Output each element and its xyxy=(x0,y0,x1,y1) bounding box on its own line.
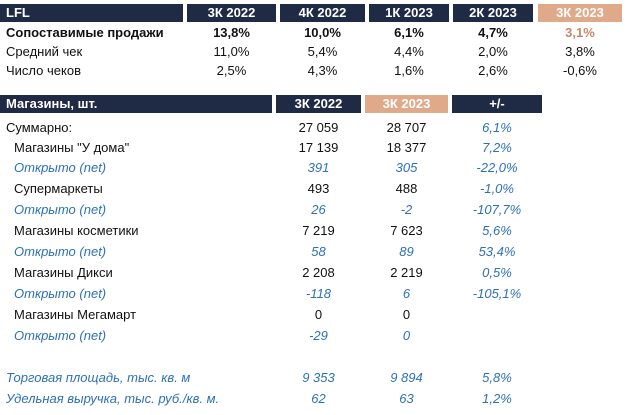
cell-change: -22,0% xyxy=(476,160,518,175)
cell-value: 9 894 xyxy=(390,370,423,385)
cell-value: 488 xyxy=(395,181,418,196)
row-label: Суммарно: xyxy=(6,120,73,135)
cell-change: 7,2% xyxy=(482,140,512,155)
row-label: Супермаркеты xyxy=(14,181,103,196)
cell-value: 6,1% xyxy=(394,25,424,40)
cell-value-highlight: 3,1% xyxy=(565,25,595,40)
row-label: Сопоставимые продажи xyxy=(6,25,164,40)
row-label: Магазины "У дома" xyxy=(14,140,130,155)
lfl-header-1q2023: 1К 2023 xyxy=(369,4,449,22)
row-label: Средний чек xyxy=(6,44,83,59)
cell-value: 17 139 xyxy=(298,140,339,155)
cell-change xyxy=(452,306,542,324)
cell-value: 391 xyxy=(307,160,330,175)
cell-value: 11,0% xyxy=(213,44,250,59)
lfl-header-row: LFL 3К 2022 4К 2022 1К 2023 2К 2023 3К 2… xyxy=(0,4,631,22)
stores-row-supermarkets-opened: Открыто (net) 26 -2 -107,7% xyxy=(0,201,631,219)
cell-value: 28 707 xyxy=(386,120,427,135)
cell-change: 5,6% xyxy=(482,223,512,238)
cell-value: 9 353 xyxy=(302,370,335,385)
stores-row-megamart: Магазины Мегамарт 0 0 xyxy=(0,306,631,324)
cell-value: 6 xyxy=(402,286,411,301)
row-label: Открыто (net) xyxy=(14,160,107,175)
cell-value: 4,3% xyxy=(307,63,338,78)
stores-row-dixy: Магазины Дикси 2 208 2 219 0,5% xyxy=(0,264,631,282)
stores-row-convenience-opened: Открыто (net) 391 305 -22,0% xyxy=(0,159,631,177)
cell-change: -105,1% xyxy=(472,286,522,301)
cell-value: 27 059 xyxy=(298,120,339,135)
row-label: Магазины Мегамарт xyxy=(14,307,137,322)
cell-value: -118 xyxy=(305,286,332,301)
row-label: Открыто (net) xyxy=(14,244,107,259)
stores-row-cosmetics-opened: Открыто (net) 58 89 53,4% xyxy=(0,243,631,261)
cell-value: 2,6% xyxy=(478,63,508,78)
stores-row-convenience: Магазины "У дома" 17 139 18 377 7,2% xyxy=(0,139,631,157)
cell-value: 5,4% xyxy=(307,44,338,59)
stores-header-row: Магазины, шт. 3К 2022 3К 2023 +/- xyxy=(0,95,631,113)
stores-row-cosmetics: Магазины косметики 7 219 7 623 5,6% xyxy=(0,222,631,240)
stores-header-label: Магазины, шт. xyxy=(0,95,272,113)
cell-change: 1,2% xyxy=(482,391,512,406)
cell-value: 0 xyxy=(314,307,323,322)
stores-header-3q2023: 3К 2023 xyxy=(365,95,448,113)
cell-value: -29 xyxy=(309,328,328,343)
stores-row-sales-density: Удельная выручка, тыс. руб./кв. м. 62 63… xyxy=(0,390,631,408)
lfl-header-3q2022: 3К 2022 xyxy=(187,4,276,22)
cell-change: 53,4% xyxy=(478,244,516,259)
stores-row-supermarkets: Супермаркеты 493 488 -1,0% xyxy=(0,180,631,198)
row-label: Удельная выручка, тыс. руб./кв. м. xyxy=(6,391,220,406)
cell-value: 10,0% xyxy=(304,25,341,40)
stores-row-trading-area: Торговая площадь, тыс. кв. м 9 353 9 894… xyxy=(0,369,631,387)
lfl-header-3q2023: 3К 2023 xyxy=(538,4,622,22)
cell-value: 0 xyxy=(402,328,411,343)
cell-value: 4,7% xyxy=(478,25,508,40)
cell-value: 63 xyxy=(399,391,414,406)
row-label: Открыто (net) xyxy=(14,328,107,343)
cell-change: 0,5% xyxy=(482,265,512,280)
row-label: Число чеков xyxy=(6,63,81,78)
row-label: Торговая площадь, тыс. кв. м xyxy=(6,370,191,385)
cell-value: 493 xyxy=(307,181,330,196)
cell-value: 4,4% xyxy=(394,44,424,59)
cell-value: -0,6% xyxy=(563,63,597,78)
row-label: Магазины Дикси xyxy=(14,265,113,280)
cell-value: 26 xyxy=(311,202,326,217)
stores-row-dixy-opened: Открыто (net) -118 6 -105,1% xyxy=(0,285,631,303)
lfl-header-label: LFL xyxy=(0,4,183,22)
lfl-row-check-count: Число чеков 2,5% 4,3% 1,6% 2,6% -0,6% xyxy=(0,62,631,80)
cell-value: -2 xyxy=(400,202,413,217)
lfl-header-4q2022: 4К 2022 xyxy=(280,4,365,22)
cell-value: 18 377 xyxy=(386,140,427,155)
cell-value: 58 xyxy=(311,244,326,259)
row-label: Открыто (net) xyxy=(14,202,107,217)
cell-value: 2,0% xyxy=(478,44,508,59)
cell-value: 2 219 xyxy=(390,265,423,280)
row-label: Открыто (net) xyxy=(14,286,107,301)
cell-value: 305 xyxy=(395,160,418,175)
row-label: Магазины косметики xyxy=(14,223,139,238)
lfl-row-comparable-sales: Сопоставимые продажи 13,8% 10,0% 6,1% 4,… xyxy=(0,24,631,42)
cell-value: 3,8% xyxy=(565,44,595,59)
cell-change: 5,8% xyxy=(482,370,512,385)
stores-row-total: Суммарно: 27 059 28 707 6,1% xyxy=(0,119,631,137)
cell-value: 0 xyxy=(402,307,411,322)
cell-value: 89 xyxy=(399,244,414,259)
cell-value: 62 xyxy=(311,391,326,406)
lfl-header-2q2023: 2К 2023 xyxy=(453,4,533,22)
cell-value: 13,8% xyxy=(213,25,250,40)
cell-value: 2,5% xyxy=(216,63,247,78)
cell-change: 6,1% xyxy=(482,120,512,135)
stores-header-change: +/- xyxy=(452,95,542,113)
cell-value: 7 219 xyxy=(302,223,335,238)
stores-row-megamart-opened: Открыто (net) -29 0 xyxy=(0,327,631,345)
cell-value: 7 623 xyxy=(390,223,423,238)
cell-change: -107,7% xyxy=(472,202,522,217)
cell-value: 2 208 xyxy=(302,265,335,280)
lfl-row-avg-check: Средний чек 11,0% 5,4% 4,4% 2,0% 3,8% xyxy=(0,43,631,61)
cell-change xyxy=(452,327,542,345)
stores-header-3q2022: 3К 2022 xyxy=(276,95,361,113)
cell-value: 1,6% xyxy=(394,63,424,78)
cell-change: -1,0% xyxy=(480,181,514,196)
